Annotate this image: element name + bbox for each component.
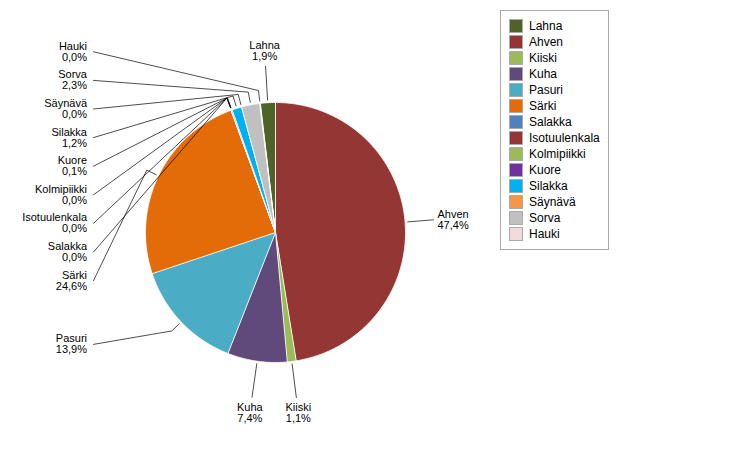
html-text:Säynävä: Säynävä xyxy=(529,195,576,209)
html-text:Lahna: Lahna xyxy=(529,19,563,33)
svg-text:Sorva2,3%: Sorva2,3% xyxy=(58,68,88,91)
html-text:Isotuulenkala: Isotuulenkala xyxy=(529,131,600,145)
html-text:Silakka: Silakka xyxy=(529,179,568,193)
svg-text:Silakka1,2%: Silakka1,2% xyxy=(52,126,88,149)
svg-text:Hauki0,0%: Hauki0,0% xyxy=(59,40,87,63)
html-text:Kuore: Kuore xyxy=(529,163,561,177)
html-text:Sorva: Sorva xyxy=(529,211,561,225)
svg-text:Säynävä0,0%: Säynävä0,0% xyxy=(44,97,88,120)
svg-text:Salakka0,0%: Salakka0,0% xyxy=(48,240,88,263)
svg-text:Isotuulenkala0,0%: Isotuulenkala0,0% xyxy=(22,211,88,234)
html-text:Kolmipiikki: Kolmipiikki xyxy=(529,147,586,161)
svg-text:Kuore0,1%: Kuore0,1% xyxy=(58,154,88,177)
html-text:Ahven: Ahven xyxy=(529,35,563,49)
svg-text:Kiiski1,1%: Kiiski1,1% xyxy=(285,401,311,424)
svg-text:Ahven47,4%: Ahven47,4% xyxy=(437,208,468,231)
svg-text:Kuha7,4%: Kuha7,4% xyxy=(237,401,264,424)
svg-text:Lahna1,9%: Lahna1,9% xyxy=(249,39,280,62)
html-text:Hauki: Hauki xyxy=(529,227,560,241)
svg-text:Kolmipiikki0,0%: Kolmipiikki0,0% xyxy=(35,183,87,206)
html-text:Särki: Särki xyxy=(529,99,557,113)
html-text:Kuha: Kuha xyxy=(529,67,557,81)
svg-text:Särki24,6%: Särki24,6% xyxy=(56,269,87,292)
svg-text:Pasuri13,9%: Pasuri13,9% xyxy=(56,332,87,355)
html-text:Pasuri: Pasuri xyxy=(529,83,563,97)
html-text:Salakka: Salakka xyxy=(529,115,572,129)
html-text:Kiiski: Kiiski xyxy=(529,51,557,65)
